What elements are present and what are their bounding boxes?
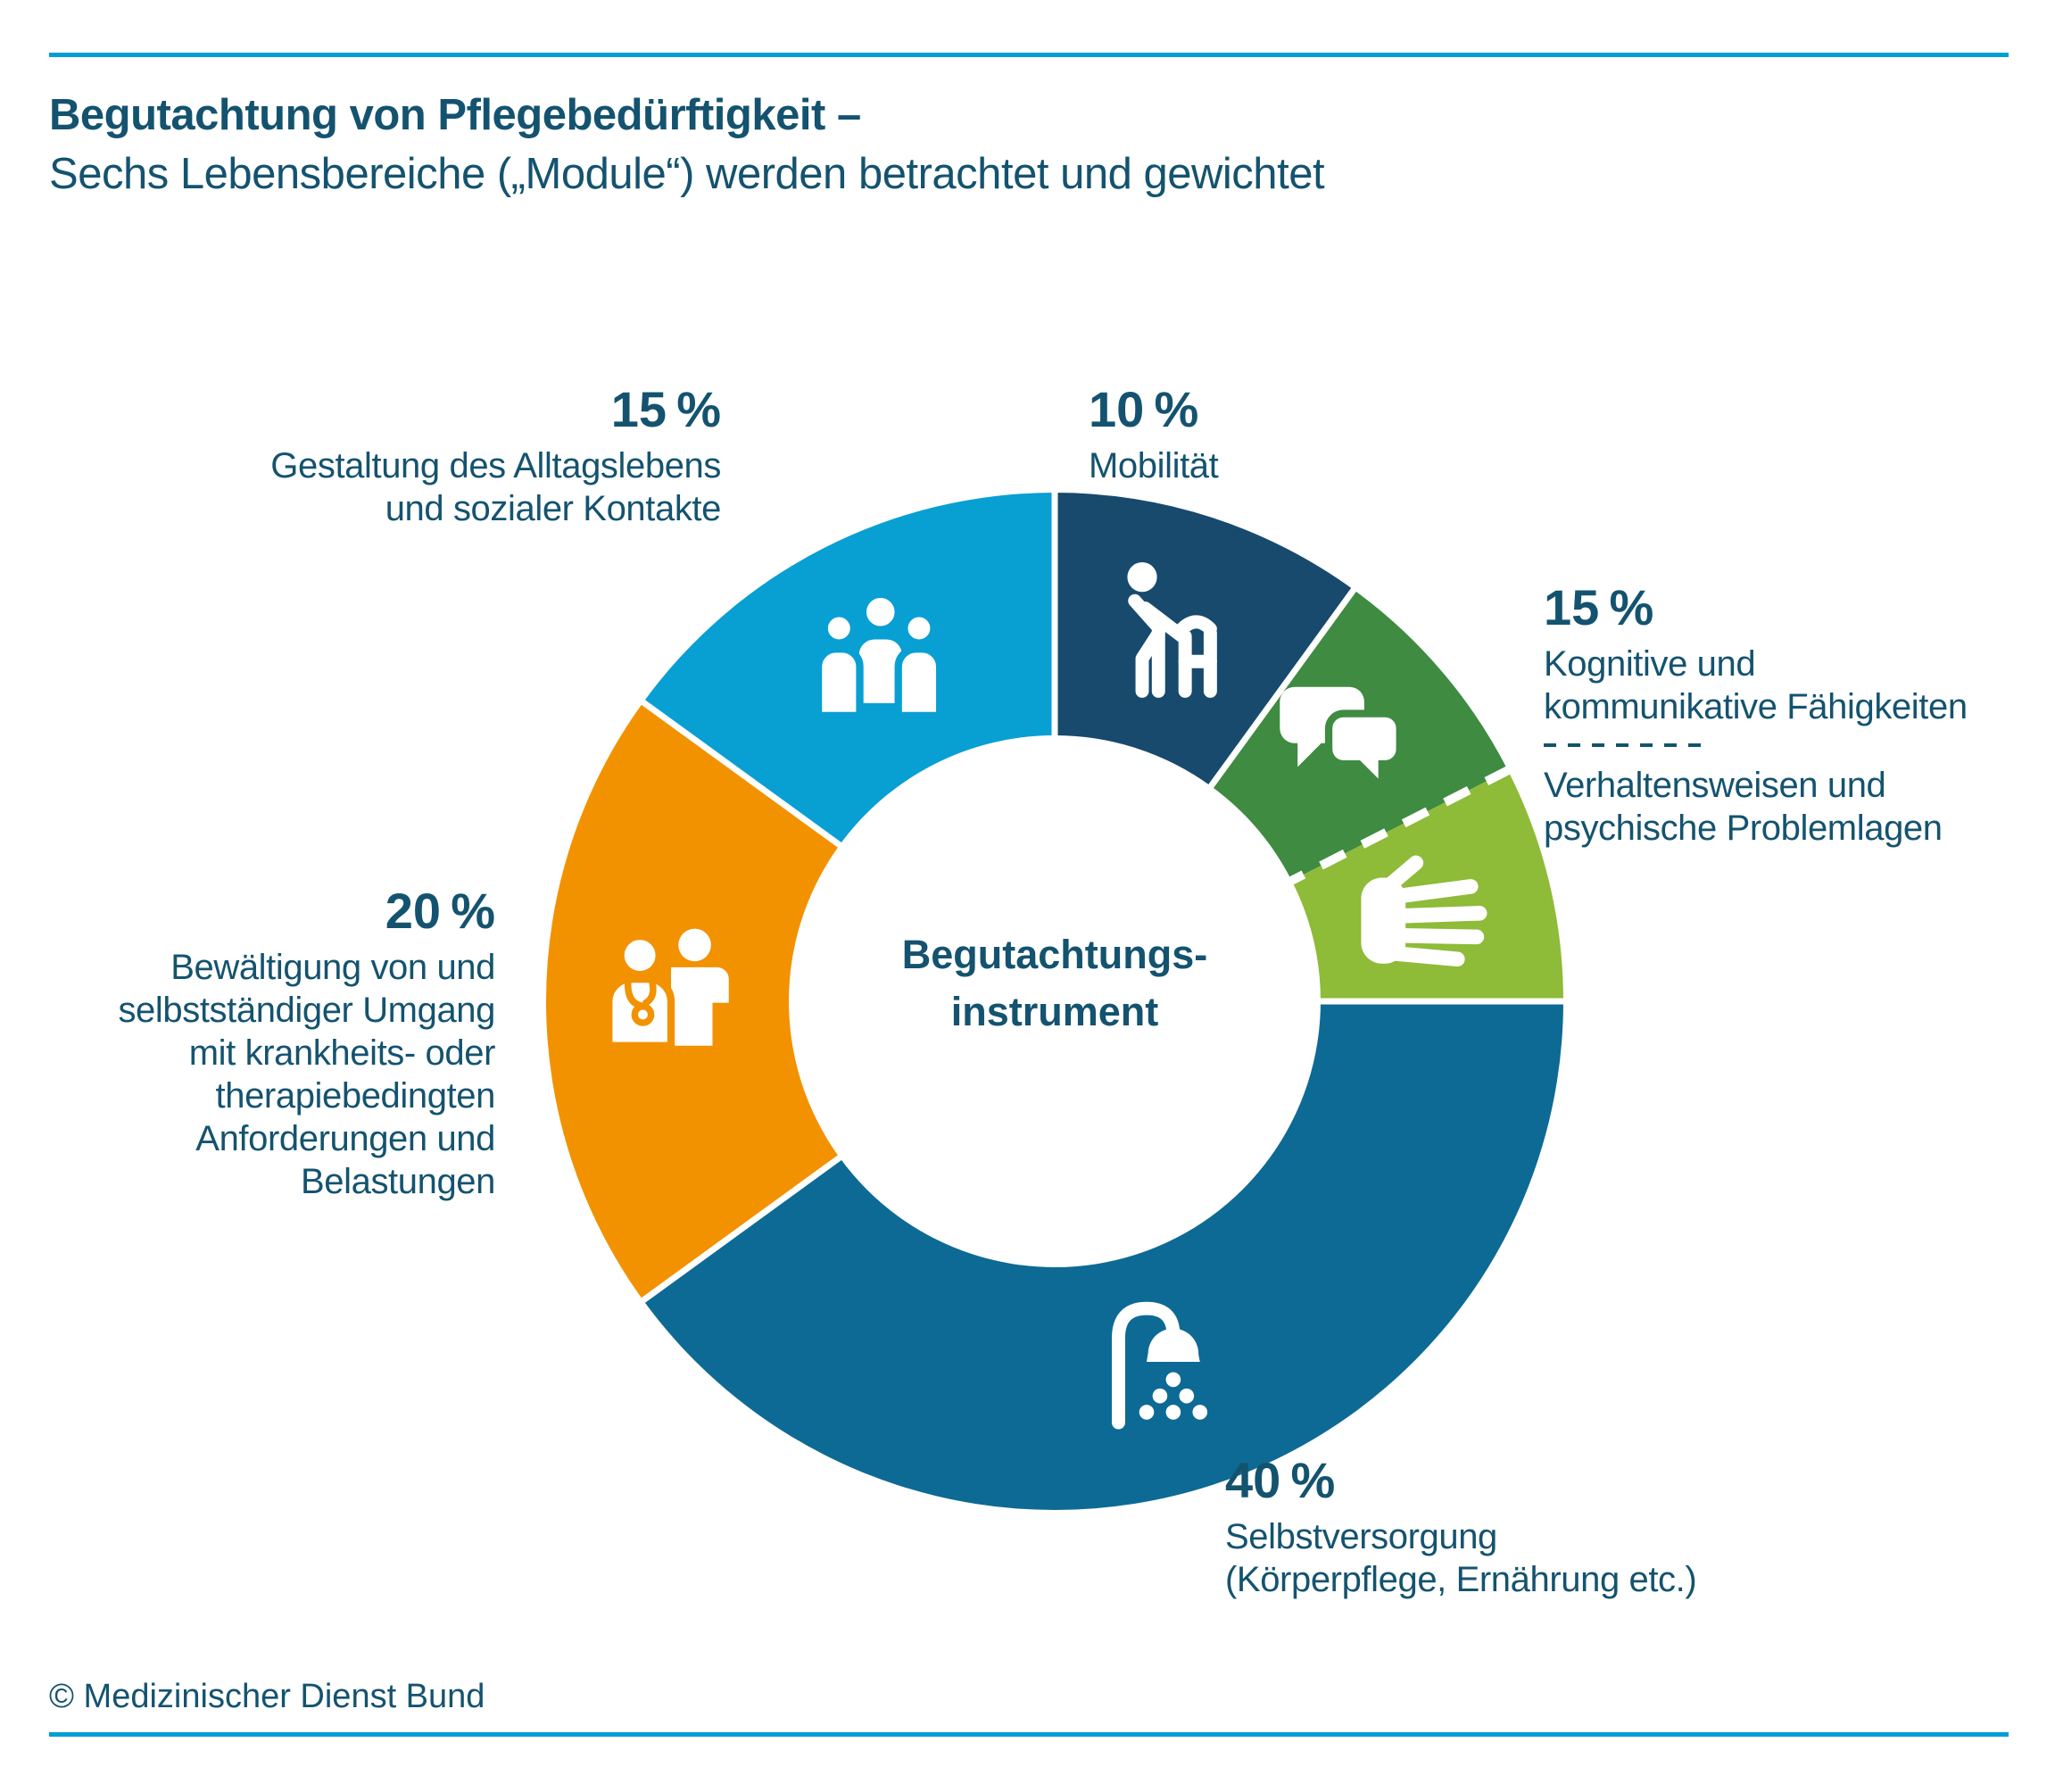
weight-label: 20 % bbox=[385, 883, 496, 939]
callout-line: psychische Problemlagen bbox=[1544, 809, 1943, 848]
donut-segment-selbstversorgung bbox=[642, 1001, 1564, 1511]
callout-gestaltung-alltagsleben: 15 % Gestaltung des Alltagslebens und so… bbox=[270, 382, 721, 530]
callout-selbstversorgung: 40 % Selbstversorgung (Körperpflege, Ern… bbox=[1225, 1452, 1697, 1601]
segment-divider bbox=[1206, 585, 1358, 791]
weight-label: 15 % bbox=[610, 381, 722, 437]
title-line-1: Begutachtung von Pflegebedürftigkeit – bbox=[49, 91, 861, 139]
page-title: Begutachtung von Pflegebedürftigkeit – S… bbox=[49, 86, 1325, 203]
callout-line: Belastungen bbox=[300, 1162, 495, 1201]
callout-line: Anforderungen und bbox=[195, 1119, 495, 1158]
callout-line: kommunikative Fähigkeiten bbox=[1544, 687, 1968, 726]
dashed-separator bbox=[1544, 743, 1701, 747]
callout-line: und sozialer Kontakte bbox=[385, 489, 722, 528]
segment-divider bbox=[639, 1153, 844, 1305]
chart-center-label: Begutachtungs- instrument bbox=[787, 926, 1322, 1041]
people-group-icon bbox=[814, 590, 944, 720]
top-accent-rule bbox=[49, 53, 2009, 57]
person-with-walker-icon bbox=[1127, 562, 1217, 698]
callout-line: (Körperpflege, Ernährung etc.) bbox=[1225, 1560, 1697, 1599]
center-label-line-2: instrument bbox=[950, 989, 1159, 1034]
bottom-accent-rule bbox=[49, 1732, 2009, 1737]
callout-kognitive-und-verhaltensweisen: 15 % Kognitive und kommunikative Fähigke… bbox=[1544, 580, 1968, 850]
callout-line: selbstständiger Umgang bbox=[118, 991, 495, 1030]
callout-mobilitaet: 10 % Mobilität bbox=[1089, 381, 1219, 487]
doctor-patient-icon bbox=[605, 928, 729, 1049]
weight-label: 40 % bbox=[1225, 1452, 1336, 1508]
callout-line: Verhaltensweisen und bbox=[1544, 766, 1886, 805]
speech-bubbles-icon bbox=[1280, 686, 1404, 797]
segment-divider-dashed bbox=[1287, 765, 1512, 886]
callout-line: Bewältigung von und bbox=[170, 948, 495, 987]
callout-line: Mobilität bbox=[1089, 446, 1219, 485]
shower-icon bbox=[1111, 1301, 1208, 1430]
hand-icon bbox=[1361, 855, 1487, 967]
title-line-2: Sechs Lebensbereiche („Module“) werden b… bbox=[49, 150, 1325, 198]
callout-line: mit krankheits- oder bbox=[188, 1033, 496, 1073]
weight-label: 10 % bbox=[1089, 381, 1199, 437]
callout-line: Kognitive und bbox=[1544, 644, 1756, 684]
center-label-line-1: Begutachtungs- bbox=[901, 932, 1208, 977]
callout-bewaeltigung: 20 % Bewältigung von und selbstständiger… bbox=[118, 884, 495, 1203]
callout-line: Gestaltung des Alltagslebens bbox=[270, 446, 721, 485]
weight-label: 15 % bbox=[1544, 579, 1654, 635]
copyright-note: © Medizinischer Dienst Bund bbox=[49, 1678, 485, 1715]
callout-line: Selbstversorgung bbox=[1225, 1517, 1497, 1556]
segment-divider bbox=[639, 698, 844, 850]
callout-line: therapiebedingten bbox=[215, 1076, 496, 1116]
